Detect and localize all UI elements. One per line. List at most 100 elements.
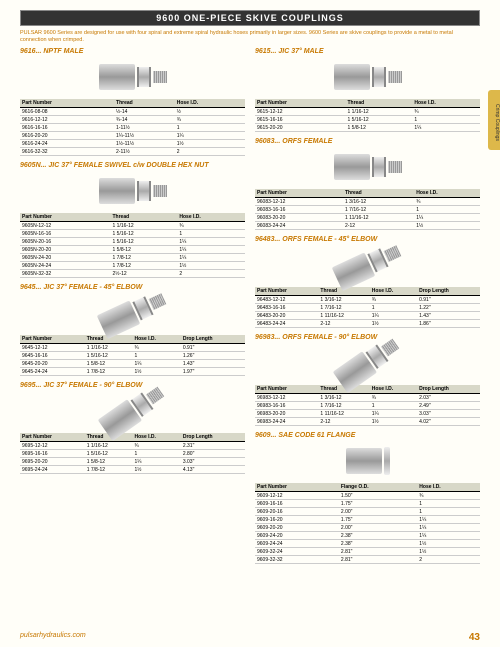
footer-page: 43 [469, 632, 480, 643]
table-row: 9609-24-202.38"1¼ [255, 532, 480, 540]
table-header: Drop Length [417, 287, 480, 296]
table-cell: 2-12 [343, 222, 414, 230]
table-cell: 9609-20-16 [255, 508, 339, 516]
table-cell: 9616-20-20 [20, 132, 114, 140]
table-header: Drop Length [417, 385, 480, 394]
table-header: Part Number [255, 385, 318, 394]
table-cell: 1 5/8-12 [85, 458, 133, 466]
table-cell: 1 5/8-12 [85, 360, 133, 368]
table-cell: 9616-08-08 [20, 108, 114, 116]
table-cell: 1 [417, 508, 480, 516]
table-cell: ¾ [177, 222, 245, 230]
table-cell: 2.38" [339, 540, 417, 548]
table-row: 9616-24-241½-11½1½ [20, 140, 245, 148]
table-cell: 1 1/16-12 [346, 108, 413, 116]
section-title: 9695... JIC 37° FEMALE - 90° ELBOW [20, 382, 245, 389]
table-header: Hose I.D. [414, 189, 480, 198]
table-cell: 9609-16-20 [255, 516, 339, 524]
table-cell: 9645-16-16 [20, 352, 85, 360]
table-cell: 2-12 [318, 320, 369, 328]
table-row: 9615-16-161 5/16-121 [255, 116, 480, 124]
table-header: Thread [346, 99, 413, 108]
table-cell: 1.26" [181, 352, 245, 360]
table-header: Hose I.D. [412, 99, 480, 108]
table-cell: 1 3/16-12 [318, 394, 369, 402]
table-cell: 1 1/16-12 [85, 442, 133, 450]
catalog-page: 9600 ONE-PIECE SKIVE COUPLINGS PULSAR 96… [0, 0, 500, 647]
table-cell: 9695-24-24 [20, 466, 85, 474]
table-header: Hose I.D. [177, 213, 245, 222]
section: 9605N... JIC 37° FEMALE SWIVEL c/w DOUBL… [20, 162, 245, 278]
table-cell: 1.97" [181, 368, 245, 376]
section-tab: Crimp Couplings [488, 90, 500, 150]
table-cell: 1 7/8-12 [111, 262, 178, 270]
table-cell: 9615-20-20 [255, 124, 346, 132]
table-cell: 9616-12-12 [20, 116, 114, 124]
fitting-image [255, 441, 480, 481]
table-cell: 1 11/16-12 [318, 312, 369, 320]
table-header: Thread [343, 189, 414, 198]
table-row: 9609-20-162.00"1 [255, 508, 480, 516]
table-row: 9616-16-161-11½1 [20, 124, 245, 132]
table-cell: 96483-16-16 [255, 304, 318, 312]
table-cell: 1 [414, 206, 480, 214]
table-cell: 1 1/16-12 [85, 344, 133, 352]
table-cell: 1 5/16-12 [346, 116, 413, 124]
table-cell: 1¼ [133, 360, 181, 368]
table-cell: 1 [417, 500, 480, 508]
table-cell: 1¼ [414, 214, 480, 222]
table-cell: 1½ [417, 540, 480, 548]
spec-table: Part NumberThreadHose I.D.9615-12-121 1/… [255, 99, 480, 132]
table-row: 9695-24-241 7/8-121½4.13" [20, 466, 245, 474]
fitting-image [20, 293, 245, 333]
spec-table: Part NumberThreadHose I.D.Drop Length969… [255, 385, 480, 426]
table-cell: 1 5/8-12 [346, 124, 413, 132]
table-row: 96983-20-201 11/16-121¼3.03" [255, 410, 480, 418]
table-cell: 1½ [370, 418, 417, 426]
table-cell: 1 5/16-12 [85, 450, 133, 458]
table-header: Hose I.D. [417, 483, 480, 492]
table-row: 9609-32-242.81"1½ [255, 548, 480, 556]
table-cell: 96083-16-16 [255, 206, 343, 214]
footer-url: pulsarhydraulics.com [20, 632, 86, 643]
table-header: Part Number [20, 213, 111, 222]
table-row: 9609-16-161.75"1 [255, 500, 480, 508]
table-cell: ¾ [417, 492, 480, 500]
table-cell: 4.02" [417, 418, 480, 426]
table-row: 96483-16-161 7/16-1211.22" [255, 304, 480, 312]
section: 9616... NPTF MALEPart NumberThreadHose I… [20, 48, 245, 156]
table-cell: 1 [412, 116, 480, 124]
table-cell: 1¼ [417, 516, 480, 524]
table-row: 9605N-24-241 7/8-121½ [20, 262, 245, 270]
table-cell: 96983-12-12 [255, 394, 318, 402]
table-row: 9605N-12-121 1/16-12¾ [20, 222, 245, 230]
table-row: 96083-20-201 11/16-121¼ [255, 214, 480, 222]
table-cell: 1½ [370, 320, 417, 328]
table-cell: ¾-14 [114, 116, 175, 124]
table-row: 96983-12-121 3/16-12¾2.03" [255, 394, 480, 402]
table-row: 9609-12-121.50"¾ [255, 492, 480, 500]
table-cell: 1¼ [175, 132, 245, 140]
table-cell: 9645-20-20 [20, 360, 85, 368]
table-row: 9645-24-241 7/8-121½1.97" [20, 368, 245, 376]
left-column: 9616... NPTF MALEPart NumberThreadHose I… [20, 48, 245, 570]
table-cell: 2.80" [181, 450, 245, 458]
table-row: 9645-16-161 5/16-1211.26" [20, 352, 245, 360]
table-cell: 96483-20-20 [255, 312, 318, 320]
table-row: 9645-12-121 1/16-12¾0.91" [20, 344, 245, 352]
table-cell: ¾ [133, 344, 181, 352]
table-cell: 1 [177, 230, 245, 238]
table-row: 96483-20-201 11/16-121¼1.43" [255, 312, 480, 320]
spec-table: Part NumberThreadHose I.D.9605N-12-121 1… [20, 213, 245, 278]
table-cell: 1 5/16-12 [85, 352, 133, 360]
table-header: Part Number [255, 483, 339, 492]
table-cell: 2.49" [417, 402, 480, 410]
table-cell: 9609-32-24 [255, 548, 339, 556]
table-header: Hose I.D. [370, 385, 417, 394]
table-cell: 1 11/16-12 [318, 410, 369, 418]
table-cell: 9605N-32-32 [20, 270, 111, 278]
fitting-image [255, 57, 480, 97]
table-row: 9609-32-322.81"2 [255, 556, 480, 564]
table-row: 9605N-16-161 5/16-121 [20, 230, 245, 238]
section-title: 96483... ORFS FEMALE - 45° ELBOW [255, 236, 480, 243]
